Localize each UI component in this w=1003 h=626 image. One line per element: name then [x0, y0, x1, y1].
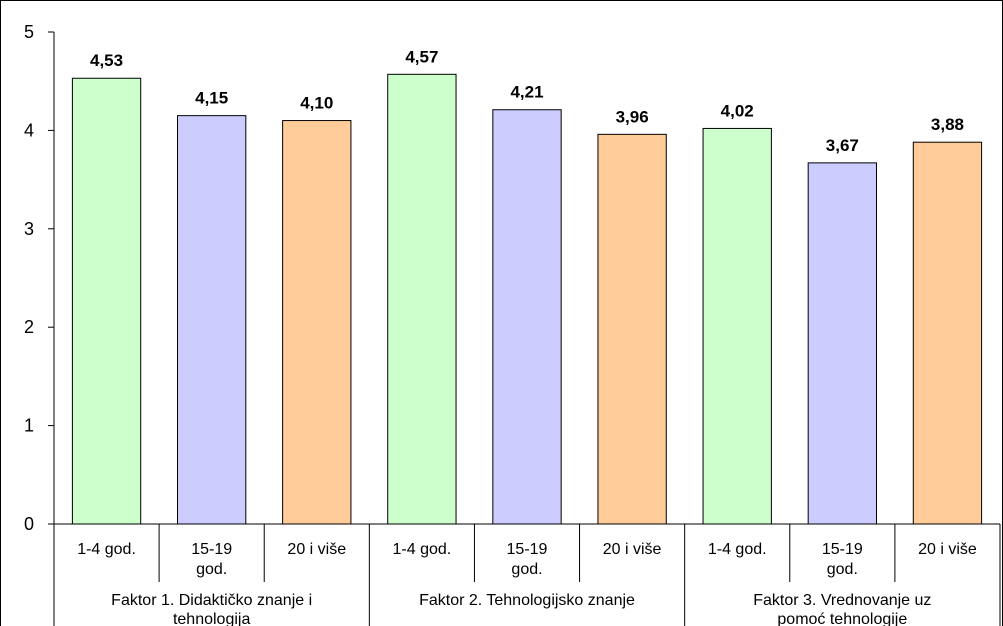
y-tick-label: 3 — [24, 219, 34, 239]
group-label: pomoć tehnologije — [777, 611, 907, 626]
y-tick-label: 5 — [24, 22, 34, 42]
bar — [807, 162, 877, 525]
category-label: god. — [827, 561, 858, 578]
y-tick-label: 4 — [24, 120, 34, 140]
bar-value-label: 3,67 — [826, 136, 859, 155]
y-tick-label: 1 — [24, 416, 34, 436]
group-label: Faktor 1. Didaktičko znanje i — [111, 592, 312, 609]
bar-value-label: 4,57 — [405, 47, 438, 66]
category-label: 20 i više — [603, 541, 662, 558]
bar-value-label: 3,88 — [931, 115, 964, 134]
category-labels: 1-4 god. 15-19 god. 20 i više 1-4 god. 15-19 g… — [53, 524, 1001, 626]
bar-value-label: 4,21 — [510, 83, 543, 102]
bar-value-label: 3,96 — [616, 107, 649, 126]
bar — [912, 141, 983, 525]
category-label: 15-19 — [507, 541, 548, 558]
y-tick-label: 2 — [24, 317, 34, 337]
category-label: god. — [511, 561, 542, 578]
bar — [282, 120, 352, 525]
bar — [387, 73, 457, 525]
category-label: 1-4 god. — [708, 541, 767, 558]
category-label: god. — [196, 561, 227, 578]
bar — [702, 127, 772, 525]
category-label: 1-4 god. — [393, 541, 452, 558]
bars — [71, 73, 983, 525]
bar — [597, 133, 667, 525]
bar-value-label: 4,02 — [721, 101, 754, 120]
category-label: 1-4 god. — [77, 541, 136, 558]
group-label: Faktor 2. Tehnologijsko znanje — [419, 592, 635, 609]
bar-value-label: 4,15 — [195, 89, 228, 108]
category-label: 15-19 — [191, 541, 232, 558]
group-labels: Faktor 1. Didaktičko znanje i tehnologija… — [111, 592, 931, 626]
bar-value-label: 4,53 — [90, 51, 123, 70]
group-label: Faktor 3. Vrednovanje uz — [753, 592, 931, 609]
value-labels: 4,53 4,15 4,10 4,57 4,21 3,96 4,02 3,67 3,88 — [90, 47, 964, 155]
group-label: tehnologija — [173, 611, 251, 626]
bar — [71, 77, 142, 525]
category-label: 15-19 — [822, 541, 863, 558]
bar — [177, 115, 247, 525]
y-tick-label: 0 — [24, 514, 34, 534]
category-label: 20 i više — [287, 541, 346, 558]
bar — [492, 109, 562, 525]
category-label: 20 i više — [918, 541, 977, 558]
bar-value-label: 4,10 — [300, 94, 333, 113]
